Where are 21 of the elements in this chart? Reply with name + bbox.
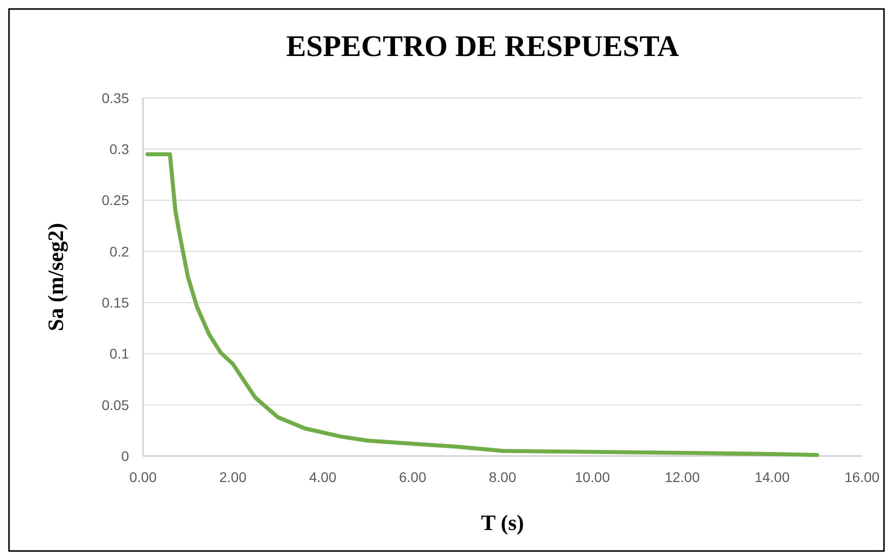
- x-tick-label: 16.00: [844, 469, 880, 485]
- x-axis-title: T (s): [481, 510, 524, 535]
- x-tick-label: 12.00: [664, 469, 700, 485]
- line-series: [145, 152, 820, 457]
- x-tick-label: 14.00: [754, 469, 790, 485]
- y-tick-label: 0.3: [110, 141, 130, 158]
- x-tick-label: 10.00: [574, 469, 610, 485]
- y-tick-label: 0.05: [102, 396, 130, 413]
- x-tick-label: 4.00: [309, 469, 337, 485]
- y-tick-label: 0.2: [110, 243, 130, 260]
- chart-title: ESPECTRO DE RESPUESTA: [286, 30, 680, 63]
- y-tick-label: 0.25: [102, 192, 130, 208]
- y-tick-label: 0.1: [110, 346, 130, 362]
- x-tick-label: 2.00: [219, 469, 247, 485]
- x-tick-label: 0.00: [129, 469, 157, 485]
- y-tick-label: 0.15: [102, 294, 130, 310]
- x-tick-label: 8.00: [488, 469, 516, 485]
- y-axis-title: Sa (m/seg2): [43, 222, 68, 332]
- x-tick-label: 6.00: [399, 469, 426, 485]
- y-tick-label: 0: [121, 448, 130, 464]
- y-tick-label: 0.35: [102, 90, 130, 106]
